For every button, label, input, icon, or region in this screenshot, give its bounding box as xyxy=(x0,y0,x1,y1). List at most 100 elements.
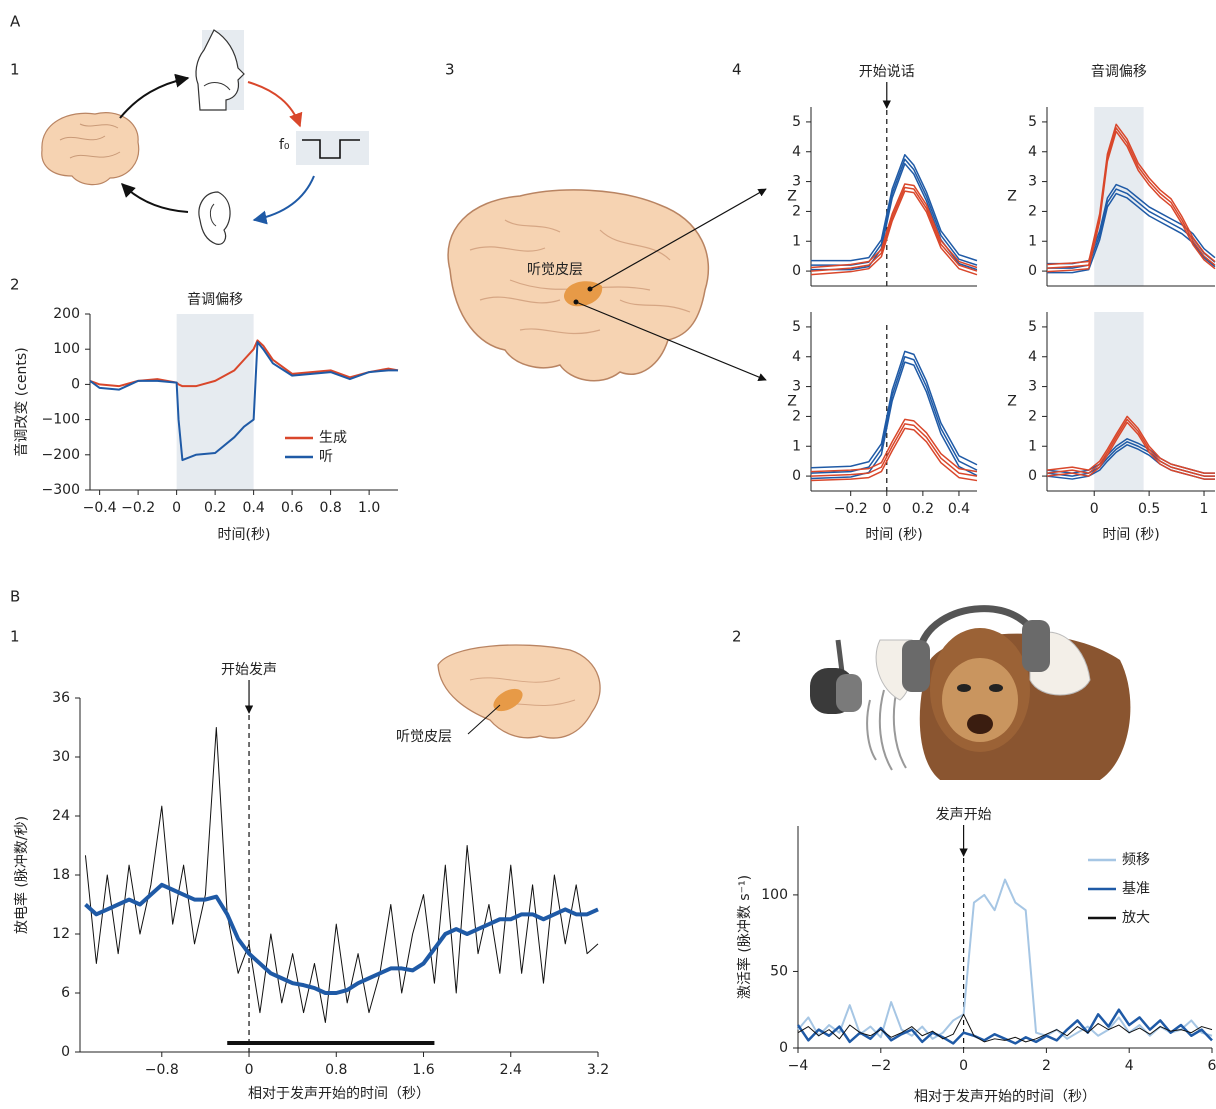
y-tick-label: 5 xyxy=(1028,114,1037,130)
x-tick-label: −0.2 xyxy=(834,501,868,517)
chart-title: 音调偏移 xyxy=(1091,63,1147,80)
x-axis-label: 时间 (秒) xyxy=(865,527,922,543)
legend-label: 放大 xyxy=(1122,910,1150,926)
series-line xyxy=(89,339,399,388)
y-tick-label: 1 xyxy=(792,233,801,249)
annotation: 开始发声 xyxy=(221,662,277,678)
monkey-illustration xyxy=(810,605,1131,780)
panel-label: 2 xyxy=(732,628,742,646)
y-tick-label: 1 xyxy=(1028,438,1037,454)
panel-label: B xyxy=(10,588,20,606)
y-axis-label: Z xyxy=(1007,394,1017,410)
y-tick-label: 24 xyxy=(52,808,70,824)
series-line xyxy=(89,341,398,462)
annotation: 开始说话 xyxy=(859,64,915,80)
series-line xyxy=(1047,192,1216,274)
x-tick-label: 0 xyxy=(245,1062,254,1078)
y-tick-label: 3 xyxy=(792,379,801,395)
x-tick-label: 3.2 xyxy=(587,1062,609,1078)
speech-loop-diagram: f₀ xyxy=(41,29,369,245)
y-tick-label: −300 xyxy=(42,482,80,498)
legend-label: 听 xyxy=(319,449,333,465)
y-tick-label: 100 xyxy=(53,341,80,357)
y-tick-label: 1 xyxy=(792,438,801,454)
y-tick-label: 50 xyxy=(770,963,788,979)
panel-label: A xyxy=(10,13,21,31)
y-tick-label: 3 xyxy=(1028,379,1037,395)
y-tick-label: 36 xyxy=(52,690,70,706)
y-tick-label: 2 xyxy=(1028,203,1037,219)
x-tick-label: 0.6 xyxy=(281,500,303,516)
x-tick-label: −0.2 xyxy=(121,500,155,516)
y-tick-label: 0 xyxy=(1028,263,1037,279)
y-tick-label: 2 xyxy=(792,408,801,424)
x-tick-label: 2 xyxy=(1042,1058,1051,1074)
monkey-brain-diagram: 听觉皮层 xyxy=(396,644,601,745)
x-tick-label: 1 xyxy=(1200,501,1209,517)
cortex-label: 听觉皮层 xyxy=(527,262,583,278)
series-line xyxy=(796,1008,1213,1045)
x-tick-label: 1.6 xyxy=(412,1062,434,1078)
series-line xyxy=(1046,127,1216,269)
y-axis-label: Z xyxy=(787,189,797,205)
x-tick-label: −0.8 xyxy=(145,1062,179,1078)
x-tick-label: 0 xyxy=(959,1058,968,1074)
y-axis-label: 激活率 (脉冲数 s⁻¹) xyxy=(736,875,753,999)
series-line xyxy=(1046,130,1216,273)
y-tick-label: 5 xyxy=(792,114,801,130)
series-line xyxy=(810,183,978,269)
series-line xyxy=(810,350,978,469)
annotation: 发声开始 xyxy=(936,807,992,823)
x-tick-label: 0.4 xyxy=(948,501,970,517)
x-tick-label: 0 xyxy=(1090,501,1099,517)
panel-label: 4 xyxy=(732,61,742,79)
y-tick-label: 5 xyxy=(1028,319,1037,335)
series-line xyxy=(1046,415,1215,474)
y-tick-label: 0 xyxy=(1028,468,1037,484)
x-tick-label: 6 xyxy=(1208,1058,1216,1074)
shaded-region xyxy=(176,314,254,490)
x-tick-label: 0 xyxy=(172,500,181,516)
y-tick-label: 2 xyxy=(1028,408,1037,424)
panel-label: 1 xyxy=(10,628,20,646)
y-tick-label: 200 xyxy=(53,306,80,322)
y-tick-label: 0 xyxy=(792,468,801,484)
series-line xyxy=(810,427,978,482)
series-line xyxy=(810,423,978,477)
series-line xyxy=(810,186,978,272)
series-line xyxy=(1046,418,1215,477)
y-tick-label: 5 xyxy=(792,319,801,335)
x-tick-label: 1.0 xyxy=(358,500,380,516)
x-axis-label: 相对于发声开始的时间（秒） xyxy=(914,1089,1096,1105)
y-tick-label: 30 xyxy=(52,749,70,765)
x-tick-label: 0.5 xyxy=(1138,501,1160,517)
chart-title: 音调偏移 xyxy=(187,291,243,308)
panel-label: 3 xyxy=(445,61,455,79)
panel-label: 2 xyxy=(10,276,20,294)
legend-label: 生成 xyxy=(319,430,347,446)
legend-label: 基准 xyxy=(1122,880,1150,897)
series-line xyxy=(810,190,978,276)
x-tick-label: 2.4 xyxy=(500,1062,522,1078)
panel-label: 1 xyxy=(10,61,20,79)
x-tick-label: 0.4 xyxy=(242,500,264,516)
y-tick-label: 4 xyxy=(792,144,801,160)
human-brain-diagram: 听觉皮层 xyxy=(447,188,767,382)
x-axis-label: 相对于发声开始的时间（秒） xyxy=(248,1086,430,1102)
y-tick-label: 0 xyxy=(71,376,80,392)
y-tick-label: 0 xyxy=(779,1040,788,1056)
cortex-label: 听觉皮层 xyxy=(396,729,452,745)
x-tick-label: 4 xyxy=(1125,1058,1134,1074)
series-line xyxy=(810,361,978,480)
x-tick-label: −0.4 xyxy=(83,500,117,516)
y-tick-label: 0 xyxy=(61,1044,70,1060)
y-axis-label: 放电率 (脉冲数/秒) xyxy=(13,816,30,934)
y-tick-label: 4 xyxy=(792,349,801,365)
y-axis-label: Z xyxy=(787,394,797,410)
f0-label: f₀ xyxy=(279,137,290,153)
series-line xyxy=(797,1013,1213,1043)
legend-label: 频移 xyxy=(1122,852,1150,868)
series-line xyxy=(811,153,978,262)
y-tick-label: 2 xyxy=(792,203,801,219)
